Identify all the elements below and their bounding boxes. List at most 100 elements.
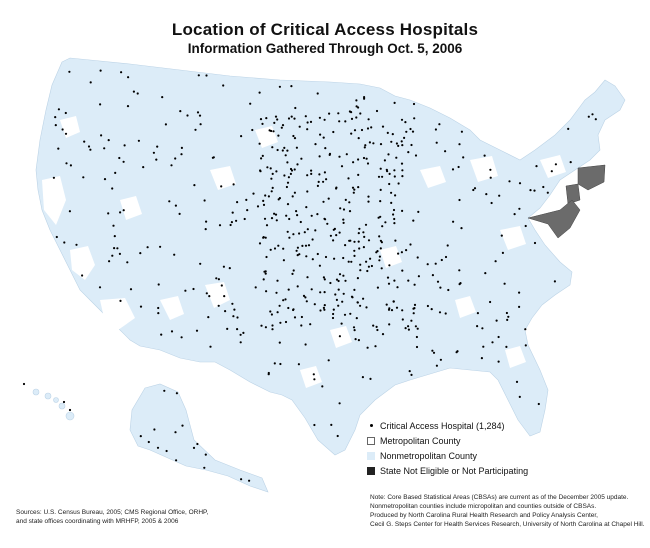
- hospital-marker: [367, 265, 370, 268]
- hospital-marker: [314, 143, 317, 146]
- hospital-marker: [136, 92, 139, 95]
- hospital-marker: [286, 230, 289, 233]
- hospital-marker: [372, 142, 375, 145]
- hospital-marker: [342, 208, 346, 211]
- hospital-marker: [273, 212, 276, 215]
- hospital-marker: [436, 280, 440, 283]
- hospital-marker: [229, 223, 232, 227]
- hospital-marker: [273, 362, 276, 365]
- hospital-marker: [293, 191, 296, 194]
- hospital-marker: [359, 112, 362, 115]
- hospital-marker: [379, 200, 382, 203]
- hospital-marker: [318, 173, 321, 176]
- legend-nonmetro: Nonmetropolitan County: [367, 448, 528, 463]
- hospital-marker: [286, 161, 289, 164]
- hospital-marker: [184, 289, 187, 292]
- hospital-marker: [108, 260, 111, 263]
- hospital-marker: [387, 153, 390, 156]
- hospital-marker: [287, 288, 290, 291]
- hospital-marker: [293, 137, 297, 140]
- hospital-marker: [417, 275, 420, 278]
- hospital-marker: [369, 377, 372, 380]
- hospital-marker: [400, 140, 403, 143]
- hospital-marker: [440, 258, 443, 262]
- hospital-marker: [254, 286, 257, 289]
- hospital-marker: [157, 312, 160, 315]
- hospital-marker: [277, 244, 280, 247]
- hospital-marker: [174, 204, 177, 207]
- hospital-marker: [355, 105, 358, 108]
- hospital-marker: [309, 120, 313, 123]
- hospital-marker: [413, 117, 416, 120]
- legend-hospital-label: Critical Access Hospital (1,284): [380, 420, 505, 431]
- hospital-marker: [375, 109, 379, 113]
- hospital-marker: [294, 106, 297, 110]
- hospital-marker: [452, 220, 455, 223]
- hospital-marker: [292, 134, 295, 138]
- hospital-marker: [385, 303, 388, 306]
- hospital-marker: [397, 144, 400, 147]
- hospital-marker: [132, 90, 135, 93]
- hospital-marker: [318, 264, 321, 267]
- hospital-marker: [378, 235, 381, 238]
- hospital-marker: [306, 190, 309, 193]
- hospital-marker: [455, 351, 458, 354]
- hospital-marker: [193, 184, 196, 187]
- map-legend: Critical Access Hospital (1,284) Metropo…: [367, 418, 528, 478]
- hospital-marker: [287, 306, 290, 310]
- hospital-marker: [157, 306, 160, 310]
- hospital-marker: [289, 172, 292, 175]
- hospital-marker: [306, 128, 309, 131]
- hospital-marker: [199, 262, 202, 265]
- hospital-marker: [306, 121, 309, 124]
- hospital-marker: [304, 296, 307, 299]
- hospital-marker: [384, 221, 387, 224]
- hospital-marker: [147, 440, 150, 444]
- hospital-marker: [251, 128, 254, 132]
- hospital-marker: [156, 145, 159, 148]
- hospital-marker: [89, 148, 92, 151]
- hospital-marker: [274, 213, 278, 216]
- hospital-marker: [379, 247, 382, 250]
- hospital-marker: [271, 146, 274, 149]
- hospital-marker: [388, 323, 391, 326]
- hospital-marker: [68, 70, 71, 73]
- hospital-marker: [248, 479, 251, 482]
- hospital-marker: [336, 434, 339, 438]
- hospital-marker: [376, 286, 379, 289]
- hospital-marker: [326, 222, 329, 225]
- hospital-marker: [356, 277, 359, 280]
- hospital-marker: [271, 172, 274, 175]
- hospital-marker: [350, 260, 353, 263]
- hospital-marker: [434, 262, 437, 265]
- hospital-marker: [199, 123, 202, 126]
- hospital-marker: [401, 175, 404, 178]
- hospital-marker: [415, 345, 419, 349]
- hospital-marker: [497, 335, 500, 339]
- hospital-marker: [310, 288, 313, 291]
- hospital-marker: [263, 217, 267, 220]
- hospital-marker: [416, 256, 419, 259]
- hospital-marker: [296, 246, 299, 249]
- hospital-marker: [311, 258, 314, 261]
- hospital-marker: [323, 217, 326, 220]
- hospital-marker: [529, 189, 532, 192]
- hospital-marker: [393, 217, 396, 221]
- hospital-marker: [323, 118, 326, 121]
- hospital-marker: [296, 214, 299, 217]
- hospital-marker: [318, 155, 321, 158]
- hospital-marker: [379, 239, 382, 242]
- hospital-marker: [401, 169, 404, 172]
- hospital-marker: [507, 315, 510, 318]
- hospital-marker: [341, 300, 344, 303]
- hospital-marker: [353, 288, 356, 291]
- hospital-marker: [363, 97, 366, 100]
- hospital-marker: [458, 283, 461, 286]
- hospital-marker: [293, 168, 296, 171]
- hospital-marker: [217, 278, 220, 281]
- hospital-marker: [186, 114, 189, 117]
- hospital-marker: [484, 272, 487, 275]
- hospital-marker: [333, 257, 336, 260]
- hospital-marker: [220, 185, 223, 188]
- hospital-marker: [413, 307, 416, 310]
